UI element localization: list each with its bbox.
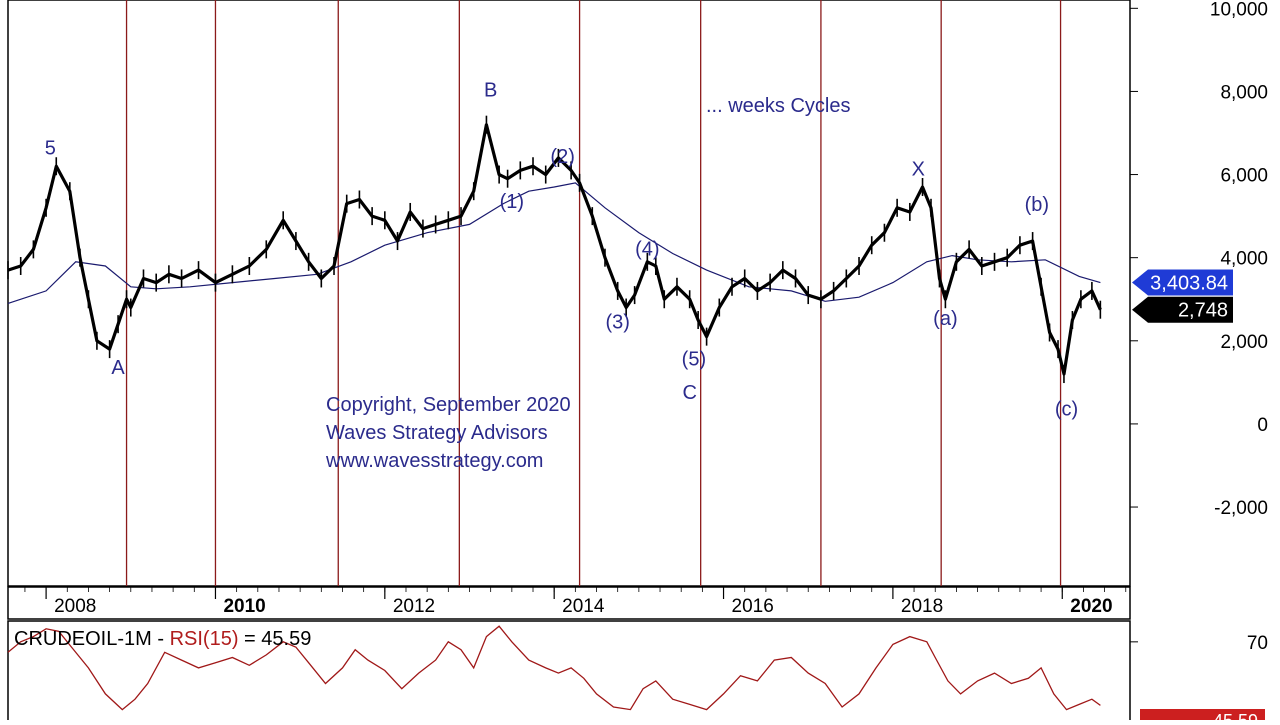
wave-label: C <box>682 382 696 404</box>
x-tick-label: 2020 <box>1070 596 1112 617</box>
x-tick-label: 2014 <box>562 596 605 617</box>
wave-label: (4) <box>635 239 659 261</box>
wave-label: B <box>484 79 497 101</box>
rsi-title-prefix: CRUDEOIL-1M - <box>14 628 170 650</box>
moving-average-line <box>7 182 1101 304</box>
price-tag-label: 3,403.84 <box>1150 272 1228 294</box>
x-tick-label: 2018 <box>901 596 943 617</box>
price-panel-frame <box>7 0 1131 587</box>
y-tick-label: 8,000 <box>1220 82 1268 103</box>
date-axis-frame <box>7 586 1131 620</box>
x-tick-label: 2008 <box>54 596 96 617</box>
wave-label: (a) <box>933 308 957 330</box>
y-tick-label: 2,000 <box>1220 332 1268 353</box>
rsi-tick-label: 70 <box>1247 633 1268 654</box>
price-tag <box>1132 269 1233 296</box>
y-tick-label: -2,000 <box>1214 498 1268 519</box>
rsi-value-tag-label: 45.59 <box>1213 711 1258 720</box>
y-tick-label: 4,000 <box>1220 249 1268 270</box>
price-tag-label: 2,748 <box>1178 300 1228 322</box>
wave-label: X <box>912 158 925 180</box>
cycles-annotation: ... weeks Cycles <box>706 95 850 117</box>
y-tick-label: 6,000 <box>1220 166 1268 187</box>
rsi-title-name: RSI(15) <box>170 628 239 650</box>
wave-label: (2) <box>550 146 574 168</box>
wave-label: (c) <box>1055 399 1078 421</box>
copyright-line: Copyright, September 2020 <box>326 394 571 416</box>
rsi-line <box>7 625 1101 711</box>
copyright-line: Waves Strategy Advisors <box>326 422 548 444</box>
rsi-title: CRUDEOIL-1M - RSI(15) = 45.59 <box>14 628 311 650</box>
rsi-title-value: = 45.59 <box>238 628 311 650</box>
price-line <box>7 123 1102 376</box>
x-tick-label: 2012 <box>393 596 435 617</box>
wave-label: (3) <box>605 311 629 333</box>
wave-label: A <box>111 357 125 379</box>
y-tick-label: 10,000 <box>1210 0 1268 20</box>
x-tick-label: 2010 <box>223 596 265 617</box>
copyright-line: www.wavesstrategy.com <box>325 450 543 472</box>
x-tick-label: 2016 <box>732 596 774 617</box>
wave-label: (5) <box>682 349 706 371</box>
y-tick-label: 0 <box>1257 415 1268 436</box>
price-tag <box>1132 296 1233 323</box>
wave-label: (b) <box>1025 194 1049 216</box>
wave-label: (1) <box>500 191 524 213</box>
wave-label: 5 <box>45 138 56 160</box>
